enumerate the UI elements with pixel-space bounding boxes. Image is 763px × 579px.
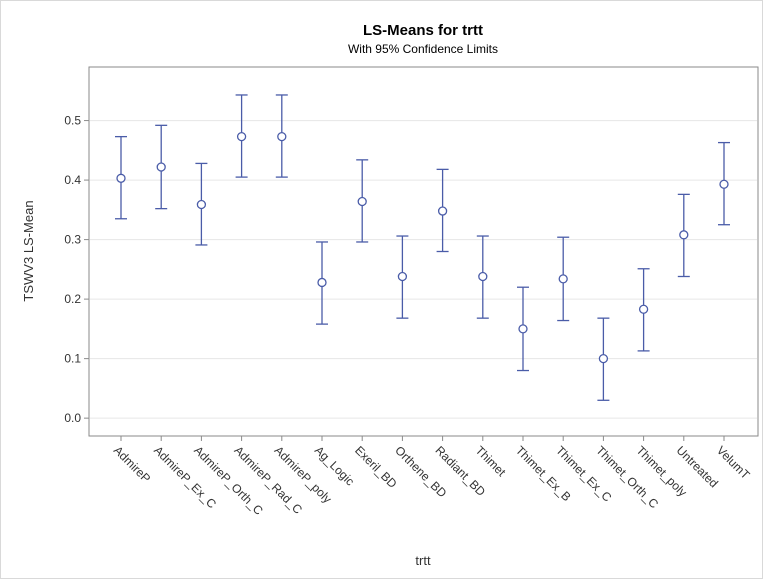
ls-mean-point [357,196,367,207]
plot-area [88,66,759,437]
ls-mean-point [638,304,649,314]
x-tick-label: Thimet [473,443,509,479]
x-axis: AdmirePAdmireP_Ex_CAdmireP_Orth_CAdmireP… [111,436,753,518]
ls-mean-point [518,324,528,334]
x-tick-label: AdmireP [111,443,153,485]
ls-mean-point [196,199,207,210]
ls-mean-point [437,206,448,216]
ls-mean-point [679,230,689,240]
y-tick-label: 0.2 [64,292,81,306]
y-tick-label: 0.1 [64,352,81,366]
ls-mean-point [277,131,287,142]
x-axis-label: trtt [415,553,431,568]
gridlines [90,120,757,419]
chart-title: LS-Means for trtt [363,22,483,39]
y-axis-label: TSWV3 LS-Mean [21,200,36,301]
x-tick-label: AdmireP_Rad_C [231,443,305,517]
ls-mean-point [397,271,408,282]
y-tick-label: 0.4 [64,173,81,187]
x-tick-label: VelumT [714,443,753,482]
ls-mean-point [236,131,247,142]
ls-mean-point [558,274,568,284]
y-tick-label: 0.3 [64,233,81,247]
y-axis: 0.0 0.1 0.2 0.3 0.4 0.5 [64,114,89,425]
ls-mean-point [598,353,609,364]
ls-mean-point [116,173,126,183]
x-tick-label: Exeril_BD [352,443,400,491]
ls-mean-point [719,179,729,189]
x-tick-label: AdmireP_Orth_C [191,443,266,518]
ls-mean-point [478,271,488,282]
chart-subtitle: With 95% Confidence Limits [348,42,498,56]
y-tick-label: 0.0 [64,411,81,425]
ls-mean-point [156,162,166,172]
data-layer [115,94,730,401]
y-tick-label: 0.5 [64,114,81,128]
ls-mean-point [317,277,327,288]
